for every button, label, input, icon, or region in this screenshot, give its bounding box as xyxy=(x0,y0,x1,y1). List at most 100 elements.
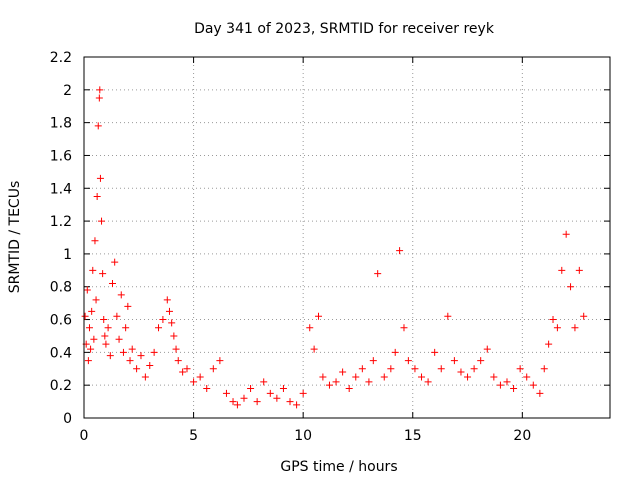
data-points xyxy=(81,86,588,409)
data-point xyxy=(247,384,255,392)
data-point xyxy=(496,381,504,389)
data-point xyxy=(286,398,294,406)
data-point xyxy=(174,357,182,365)
axis-ticks: 0 0.2 0.4 0.6 0.8 1 1.2 1.4 1.6 1.8 2 2.2 0 5 10 15 20 xyxy=(50,50,610,444)
data-point xyxy=(85,324,93,332)
data-point xyxy=(424,378,432,386)
data-point xyxy=(179,368,187,376)
data-point xyxy=(190,378,198,386)
data-point xyxy=(128,345,136,353)
x-tick-label: 5 xyxy=(189,428,198,444)
data-point xyxy=(203,384,211,392)
data-point xyxy=(575,266,583,274)
chart-title: Day 341 of 2023, SRMTID for receiver rey… xyxy=(194,21,495,37)
data-point xyxy=(464,373,472,381)
data-point xyxy=(88,307,96,315)
y-tick-label: 0.8 xyxy=(50,280,72,296)
data-point xyxy=(83,286,91,294)
data-point xyxy=(87,345,95,353)
data-point xyxy=(503,378,511,386)
y-tick-label: 1.4 xyxy=(50,181,72,197)
data-point xyxy=(146,361,154,369)
data-point xyxy=(450,357,458,365)
data-point xyxy=(119,348,127,356)
data-point xyxy=(95,94,103,102)
data-point xyxy=(540,365,548,373)
data-point xyxy=(96,174,104,182)
data-point xyxy=(315,312,323,320)
data-point xyxy=(113,312,121,320)
data-point xyxy=(229,398,237,406)
x-tick-label: 15 xyxy=(404,428,422,444)
data-point xyxy=(310,345,318,353)
data-point xyxy=(562,230,570,238)
data-point xyxy=(332,378,340,386)
data-point xyxy=(102,340,110,348)
grid xyxy=(84,57,610,418)
data-point xyxy=(411,365,419,373)
data-point xyxy=(580,312,588,320)
data-point xyxy=(273,394,281,402)
data-point xyxy=(159,316,167,324)
data-point xyxy=(391,348,399,356)
data-point xyxy=(93,192,101,200)
data-point xyxy=(510,384,518,392)
data-point xyxy=(98,217,106,225)
data-point xyxy=(319,373,327,381)
data-point xyxy=(306,324,314,332)
data-point xyxy=(84,357,92,365)
data-point xyxy=(150,348,158,356)
data-point xyxy=(352,373,360,381)
data-point xyxy=(567,283,575,291)
data-point xyxy=(126,357,134,365)
data-point xyxy=(92,296,100,304)
data-point xyxy=(369,357,377,365)
data-point xyxy=(477,357,485,365)
y-tick-label: 2.2 xyxy=(50,50,72,66)
data-point xyxy=(358,365,366,373)
data-point xyxy=(209,365,217,373)
data-point xyxy=(536,389,544,397)
data-point xyxy=(490,373,498,381)
data-point xyxy=(101,332,109,340)
y-tick-label: 0.2 xyxy=(50,378,72,394)
data-point xyxy=(168,319,176,327)
y-tick-label: 1.2 xyxy=(50,214,72,230)
data-point xyxy=(437,365,445,373)
data-point xyxy=(100,316,108,324)
data-point xyxy=(523,373,531,381)
data-point xyxy=(558,266,566,274)
data-point xyxy=(163,296,171,304)
data-point xyxy=(380,373,388,381)
data-point xyxy=(117,291,125,299)
data-point xyxy=(96,86,104,94)
data-point xyxy=(387,365,395,373)
y-tick-label: 2 xyxy=(63,83,72,99)
y-tick-label: 0.6 xyxy=(50,313,72,329)
data-point xyxy=(253,398,261,406)
data-point xyxy=(183,365,191,373)
data-point xyxy=(81,312,89,320)
data-point xyxy=(104,324,112,332)
data-point xyxy=(165,307,173,315)
data-point xyxy=(339,368,347,376)
data-point xyxy=(141,373,149,381)
y-axis-label: SRMTID / TECUs xyxy=(7,181,23,294)
data-point xyxy=(124,302,132,310)
data-point xyxy=(529,381,537,389)
data-point xyxy=(133,365,141,373)
data-point xyxy=(553,324,561,332)
data-point xyxy=(365,378,373,386)
data-point xyxy=(155,324,163,332)
data-point xyxy=(325,381,333,389)
data-point xyxy=(94,122,102,130)
data-point xyxy=(444,312,452,320)
data-point xyxy=(549,316,557,324)
data-point xyxy=(106,352,114,360)
y-tick-label: 0.4 xyxy=(50,345,72,361)
x-tick-label: 10 xyxy=(294,428,312,444)
data-point xyxy=(293,401,301,409)
y-tick-label: 1.8 xyxy=(50,116,72,132)
data-point xyxy=(470,365,478,373)
